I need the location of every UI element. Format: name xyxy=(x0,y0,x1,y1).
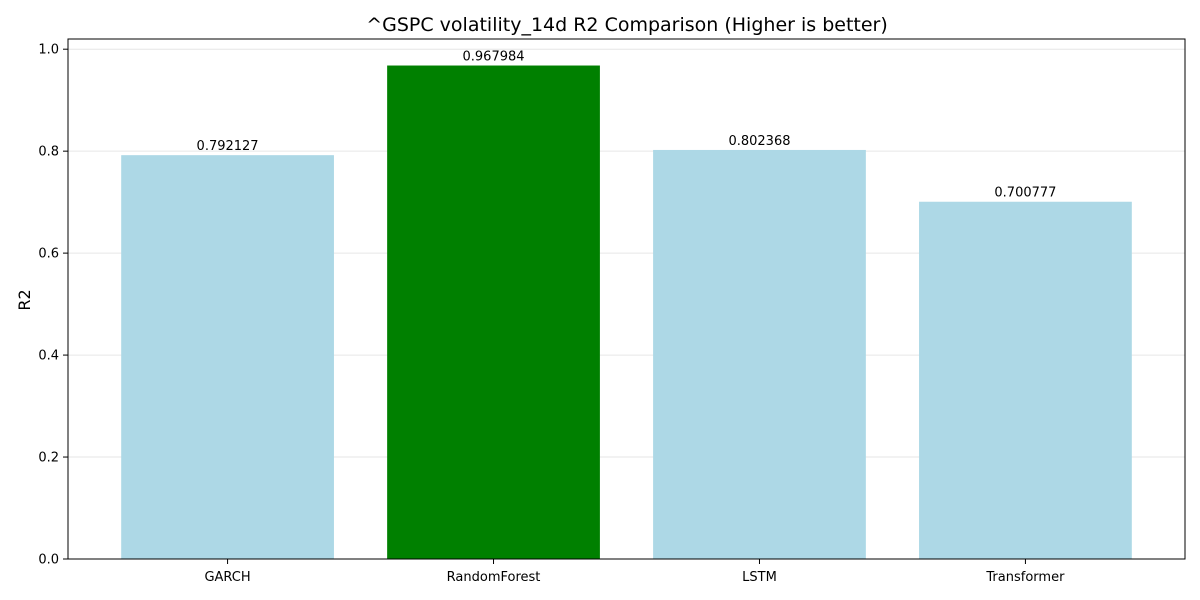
data-label: 0.802368 xyxy=(728,134,790,149)
axes-frame xyxy=(67,38,1186,560)
y-tick-label: 0.2 xyxy=(38,451,59,466)
x-tick-label: GARCH xyxy=(204,570,250,585)
y-axis-ticks: 0.0 0.2 0.4 0.6 0.8 1.0 xyxy=(38,43,68,568)
x-tick-label: Transformer xyxy=(985,570,1065,585)
x-tick-label: LSTM xyxy=(742,570,777,585)
y-axis-label: R2 xyxy=(15,289,34,310)
y-tick-label: 0.0 xyxy=(38,553,59,568)
x-tick-label: RandomForest xyxy=(447,570,541,585)
y-tick-label: 0.8 xyxy=(38,145,59,160)
chart-title: ^GSPC volatility_14d R2 Comparison (High… xyxy=(366,14,888,36)
bar-randomforest xyxy=(387,65,600,560)
bar-lstm xyxy=(653,149,866,559)
bar-transformer xyxy=(919,201,1132,559)
y-tick-label: 1.0 xyxy=(38,43,59,58)
data-label: 0.700777 xyxy=(994,186,1056,201)
bar-garch xyxy=(121,155,334,560)
x-axis-ticks: GARCH RandomForest LSTM Transformer xyxy=(204,559,1065,585)
data-label: 0.792127 xyxy=(197,139,259,154)
data-labels: 0.792127 0.967984 0.802368 0.700777 xyxy=(197,50,1057,201)
bars xyxy=(121,65,1132,560)
y-tick-label: 0.6 xyxy=(38,247,59,262)
y-tick-label: 0.4 xyxy=(38,349,59,364)
data-label: 0.967984 xyxy=(463,50,525,65)
